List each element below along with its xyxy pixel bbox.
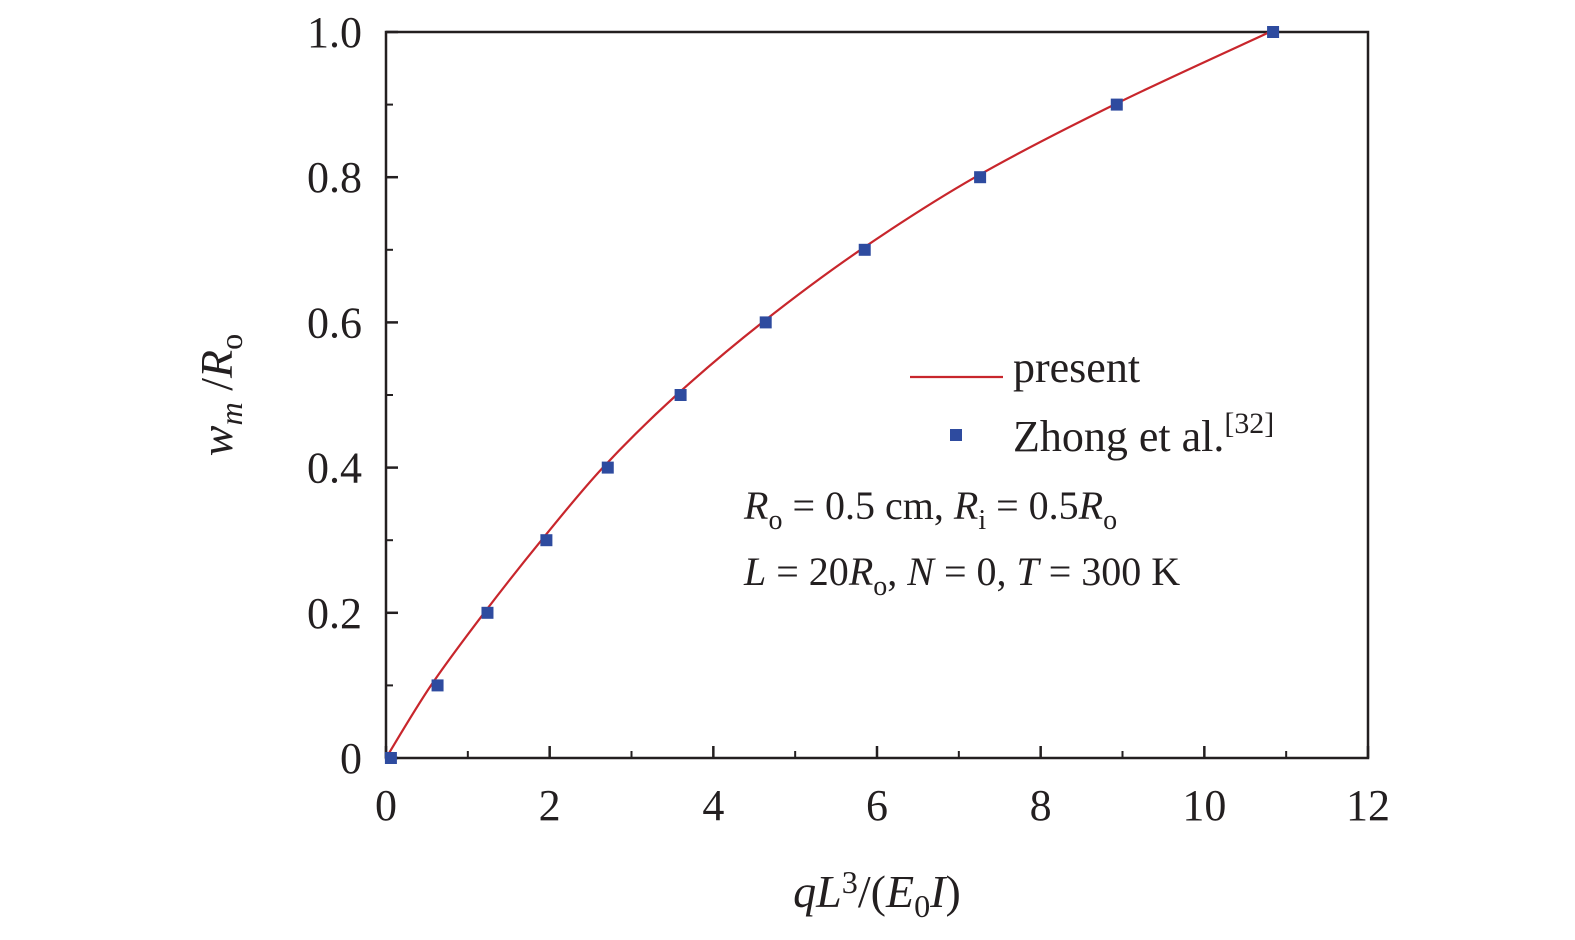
annotation-line-2: L = 20Ro, N = 0, T = 300 K: [743, 549, 1180, 602]
axes: 0 2 4 6 8 10 12 0 0.2 0.4 0.6 0.8 1.0: [307, 8, 1390, 830]
annotation-line-1-part: R: [1078, 483, 1103, 528]
annotation-line-1: Ro = 0.5 cm, Ri = 0.5Ro: [743, 483, 1117, 536]
data-point-zhong: [431, 679, 444, 692]
y-tick-label: 0: [340, 734, 362, 783]
legend-marker-swatch: [950, 429, 962, 441]
x-tick-label: 8: [1030, 781, 1052, 830]
y-axis-label-part: o: [213, 334, 249, 350]
x-axis-label-part: E: [885, 866, 914, 917]
y-tick-label: 1.0: [307, 8, 362, 57]
annotation-line-1-part: R: [953, 483, 978, 528]
y-tick-label: 0.8: [307, 153, 362, 202]
legend-label-present: present: [1013, 343, 1140, 392]
x-tick-label: 10: [1182, 781, 1226, 830]
data-point-zhong: [384, 752, 397, 764]
data-point-zhong: [974, 171, 987, 184]
annotation-line-1-part: = 0.5: [986, 483, 1079, 528]
annotation-line-1-part: o: [768, 505, 782, 536]
data-point-zhong: [540, 534, 553, 547]
y-axis-label-part: w: [191, 425, 242, 456]
x-axis-label-part: L: [815, 866, 842, 917]
annotation-line-1-part: R: [743, 483, 768, 528]
annotation-line-2-part: o: [873, 571, 887, 602]
y-tick-label: 0.6: [307, 298, 362, 347]
annotation-line-1-part: = 0.5 cm,: [782, 483, 953, 528]
annotation-line-2-part: L: [743, 549, 766, 594]
annotation-line-2-part: N: [906, 549, 936, 594]
annotation-line-1-part: i: [978, 505, 986, 536]
data-point-zhong: [759, 316, 772, 329]
legend-label-zhong-ref: [32]: [1224, 407, 1274, 440]
y-axis-label: wm /Ro: [191, 334, 249, 456]
x-tick-label: 0: [375, 781, 397, 830]
x-axis-label-part: /(: [858, 866, 886, 917]
x-axis-label-part: I: [929, 866, 948, 917]
legend-label-zhong-name: Zhong et al.: [1013, 412, 1224, 461]
annotation-line-2-part: ,: [887, 549, 907, 594]
series-line-present: [385, 31, 1271, 759]
annotation-line-1-part: o: [1103, 505, 1117, 536]
plot-series: [384, 26, 1280, 764]
annotation-line-2-part: = 0,: [934, 549, 1017, 594]
legend: present Zhong et al.[32]: [910, 343, 1274, 461]
data-point-zhong: [601, 461, 614, 474]
y-tick-label: 0.4: [307, 444, 362, 493]
x-axis-label-part: 3: [842, 864, 858, 900]
data-point-zhong: [481, 606, 494, 619]
y-axis-label-part: m: [213, 402, 249, 425]
data-point-zhong: [858, 243, 871, 256]
annotation-line-2-part: R: [848, 549, 873, 594]
annotation-line-2-part: T: [1017, 549, 1042, 594]
x-tick-label: 4: [702, 781, 724, 830]
x-axis-label-part: ): [946, 866, 961, 917]
annotation-line-2-part: = 20: [766, 549, 849, 594]
axis-labels: qL3/(E0I)wm /Ro: [191, 334, 961, 924]
y-tick-label: 0.2: [307, 589, 362, 638]
data-point-zhong: [674, 389, 687, 401]
x-axis-label-part: 0: [914, 888, 930, 924]
y-axis-label-part: R: [191, 350, 242, 379]
x-axis-label-part: q: [793, 866, 816, 917]
legend-label-zhong: Zhong et al.[32]: [1013, 407, 1274, 461]
data-point-zhong: [1110, 98, 1123, 111]
x-tick-label: 6: [866, 781, 888, 830]
x-tick-label: 12: [1346, 781, 1390, 830]
annotation-line-2-part: = 300 K: [1039, 549, 1181, 594]
plot-frame: [384, 30, 1370, 760]
x-tick-label: 2: [539, 781, 561, 830]
data-point-zhong: [1267, 26, 1280, 38]
x-axis-label: qL3/(E0I): [793, 864, 961, 924]
y-axis-label-part: /: [191, 378, 242, 403]
